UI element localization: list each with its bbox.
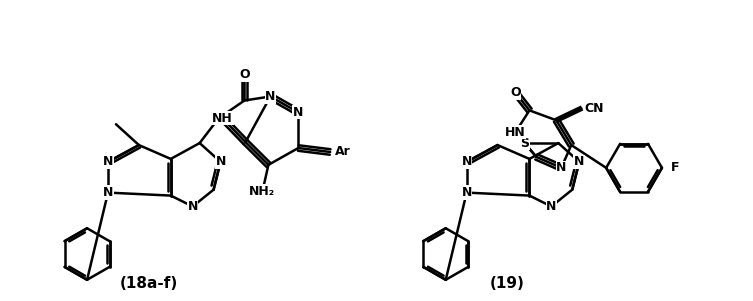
Text: N: N xyxy=(103,155,113,168)
Text: O: O xyxy=(239,68,250,81)
Text: N: N xyxy=(187,200,198,213)
Text: N: N xyxy=(265,90,276,103)
Text: N: N xyxy=(103,186,113,199)
Text: CN: CN xyxy=(584,102,604,115)
Text: Ar: Ar xyxy=(335,145,351,159)
Text: O: O xyxy=(213,112,224,125)
Text: (18a-f): (18a-f) xyxy=(120,276,178,291)
Text: N: N xyxy=(574,155,584,168)
Text: N: N xyxy=(462,186,472,199)
Text: N: N xyxy=(293,106,303,119)
Text: N: N xyxy=(546,200,556,213)
Text: N: N xyxy=(556,161,566,174)
Text: (19): (19) xyxy=(490,276,525,291)
Text: F: F xyxy=(671,161,679,174)
Text: N: N xyxy=(215,155,226,168)
Text: NH₂: NH₂ xyxy=(249,185,276,198)
Text: HN: HN xyxy=(505,126,526,139)
Text: S: S xyxy=(520,137,529,150)
Text: NH: NH xyxy=(212,112,233,125)
Text: N: N xyxy=(462,155,472,168)
Text: O: O xyxy=(511,86,521,99)
